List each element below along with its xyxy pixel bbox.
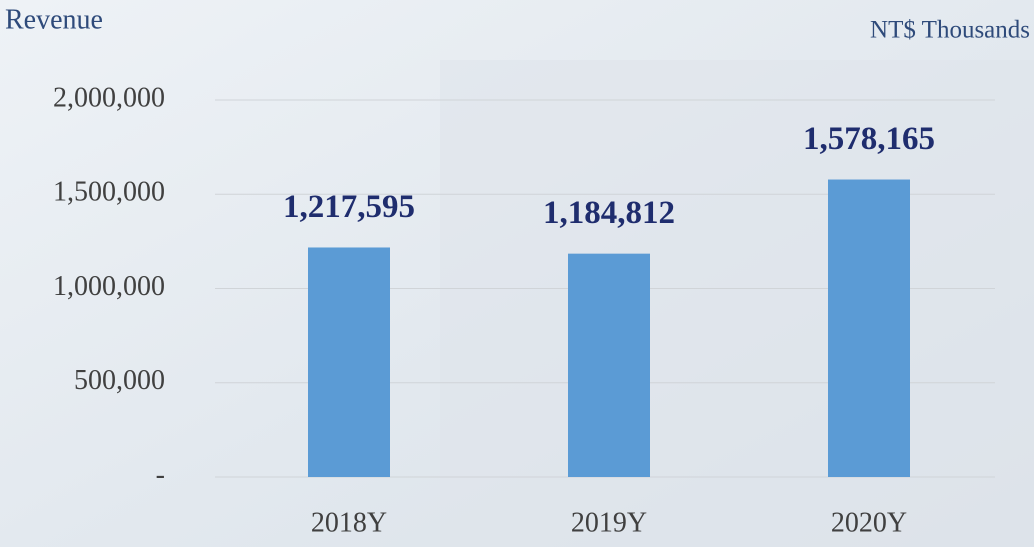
bar	[308, 247, 390, 477]
bar	[568, 253, 650, 477]
y-tick-label: 2,000,000	[53, 82, 165, 113]
x-tick-label: 2020Y	[831, 507, 907, 538]
x-tick-label: 2019Y	[571, 507, 647, 538]
chart-title: Revenue	[5, 4, 103, 35]
y-tick-label: 500,000	[74, 365, 165, 396]
unit-label: NT$ Thousands	[870, 17, 1030, 44]
y-tick-label: -	[156, 459, 165, 490]
y-tick-label: 1,000,000	[53, 271, 165, 302]
x-tick-label: 2018Y	[311, 507, 387, 538]
value-label: 1,217,595	[283, 189, 415, 225]
y-tick-label: 1,500,000	[53, 177, 165, 208]
building-backdrop	[440, 60, 1034, 547]
bar	[828, 179, 910, 477]
value-label: 1,578,165	[803, 121, 935, 157]
value-label: 1,184,812	[543, 195, 675, 231]
